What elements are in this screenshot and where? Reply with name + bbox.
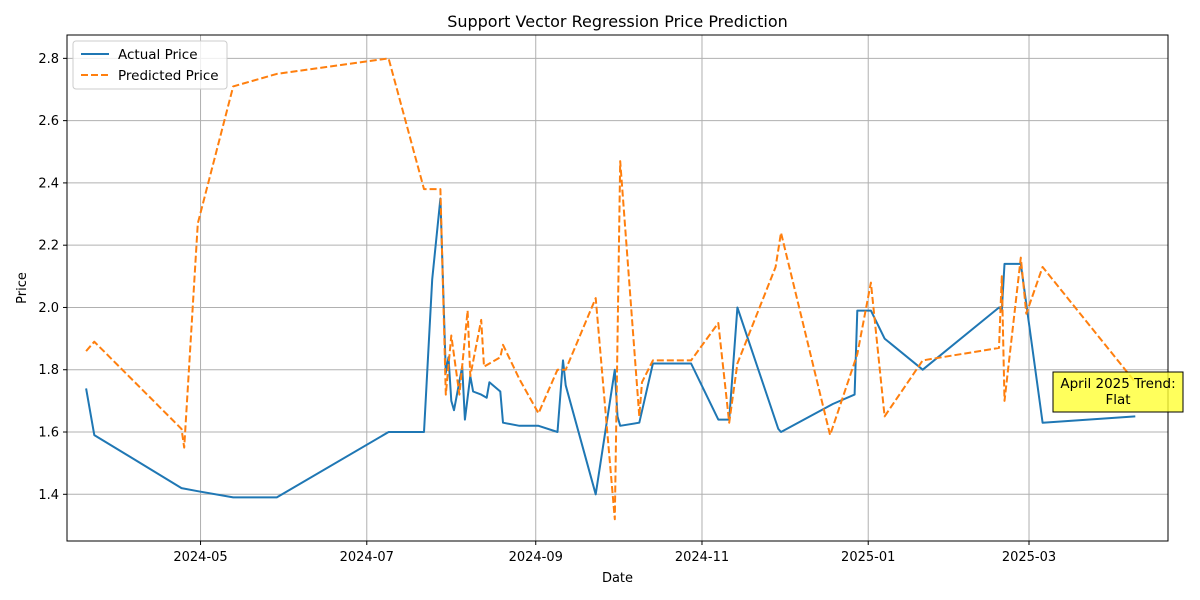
plot-area-frame <box>66 34 1169 542</box>
legend-label-actual-price: Actual Price <box>118 47 198 63</box>
x-axis: 2024-05 2024-07 2024-09 2024-11 2025-01 2025-… <box>173 541 1056 565</box>
x-axis-label: Date <box>602 571 633 586</box>
x-tick-label: 2025-03 <box>1002 550 1056 565</box>
annotation-box <box>1052 371 1184 413</box>
grid-lines <box>67 35 1168 541</box>
x-tick-label: 2024-07 <box>340 550 394 565</box>
y-tick-label: 2.6 <box>38 114 59 129</box>
x-tick-label: 2024-09 <box>509 550 563 565</box>
y-tick-label: 2.2 <box>38 239 59 254</box>
trend-annotation: April 2025 Trend: Flat <box>1052 371 1184 413</box>
x-tick-label: 2024-11 <box>675 550 729 565</box>
legend-label-predicted-price: Predicted Price <box>118 68 219 84</box>
x-tick-label: 2025-01 <box>841 550 895 565</box>
series-line-actual-price <box>85 197 1136 499</box>
y-tick-label: 1.6 <box>38 426 59 441</box>
y-axis-label: Price <box>15 272 30 304</box>
y-tick-label: 1.8 <box>38 363 59 378</box>
chart-title: Support Vector Regression Price Predicti… <box>447 12 788 31</box>
legend-box <box>72 40 228 90</box>
x-tick-label: 2024-05 <box>173 550 227 565</box>
series-line-predicted-price <box>85 57 1137 521</box>
series-layer <box>85 57 1137 521</box>
y-tick-label: 2.0 <box>38 301 59 316</box>
annotation-text-line1: April 2025 Trend: <box>1060 376 1175 392</box>
y-axis: 1.4 1.6 1.8 2.0 2.2 2.4 2.6 2.8 <box>38 52 67 503</box>
y-tick-label: 1.4 <box>38 488 59 503</box>
y-tick-label: 2.4 <box>38 176 59 191</box>
legend: Actual Price Predicted Price <box>72 40 228 90</box>
y-tick-label: 2.8 <box>38 52 59 67</box>
annotation-text-line2: Flat <box>1105 392 1130 408</box>
